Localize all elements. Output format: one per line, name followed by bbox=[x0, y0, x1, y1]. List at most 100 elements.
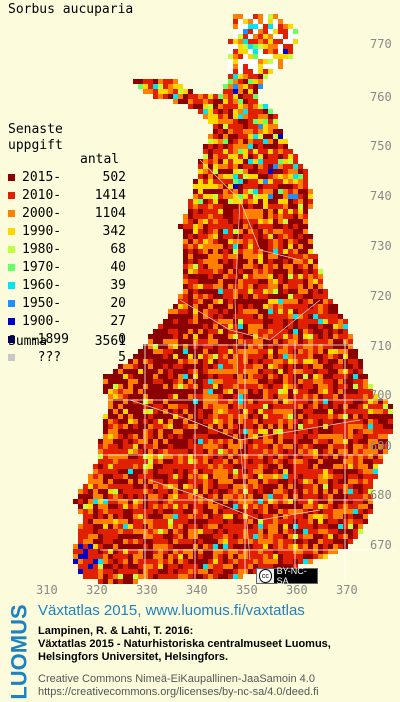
occurrence-cell bbox=[173, 529, 178, 534]
occurrence-cell bbox=[113, 529, 118, 534]
region-borders bbox=[129, 159, 361, 561]
occurrence-cell bbox=[333, 544, 338, 549]
occurrence-cell bbox=[83, 539, 88, 544]
occurrence-cell bbox=[243, 479, 248, 484]
occurrence-cell bbox=[198, 204, 203, 209]
occurrence-cell bbox=[178, 349, 183, 354]
occurrence-cell bbox=[163, 399, 168, 404]
occurrence-cell bbox=[208, 379, 213, 384]
occurrence-cell bbox=[188, 204, 193, 209]
occurrence-cell bbox=[323, 499, 328, 504]
occurrence-cell bbox=[253, 329, 258, 334]
occurrence-cell bbox=[233, 444, 238, 449]
occurrence-cell bbox=[168, 364, 173, 369]
occurrence-cell bbox=[323, 309, 328, 314]
atlas-heading-link[interactable]: Växtatlas 2015, www.luomus.fi/vaxtatlas bbox=[38, 602, 305, 619]
occurrence-cell bbox=[248, 549, 253, 554]
occurrence-cell bbox=[173, 504, 178, 509]
occurrence-cell bbox=[263, 309, 268, 314]
occurrence-cell bbox=[188, 514, 193, 519]
occurrence-cell bbox=[353, 434, 358, 439]
occurrence-cell bbox=[228, 524, 233, 529]
occurrence-cell bbox=[243, 399, 248, 404]
occurrence-cell bbox=[168, 314, 173, 319]
occurrence-cell bbox=[213, 554, 218, 559]
occurrence-cell bbox=[273, 44, 278, 49]
occurrence-cell bbox=[278, 144, 283, 149]
occurrence-cell bbox=[198, 239, 203, 244]
occurrence-cell bbox=[263, 189, 268, 194]
occurrence-cell bbox=[258, 284, 263, 289]
occurrence-cell bbox=[273, 494, 278, 499]
occurrence-cell bbox=[223, 559, 228, 564]
occurrence-cell bbox=[273, 234, 278, 239]
occurrence-cell bbox=[293, 224, 298, 229]
occurrence-cell bbox=[198, 209, 203, 214]
occurrence-cell bbox=[228, 104, 233, 109]
occurrence-cell bbox=[198, 429, 203, 434]
occurrence-cell bbox=[238, 379, 243, 384]
occurrence-cell bbox=[188, 489, 193, 494]
occurrence-cell bbox=[228, 479, 233, 484]
occurrence-cell bbox=[223, 244, 228, 249]
occurrence-cell bbox=[208, 414, 213, 419]
occurrence-cell bbox=[253, 99, 258, 104]
occurrence-cell bbox=[198, 414, 203, 419]
occurrence-cell bbox=[173, 509, 178, 514]
occurrence-cell bbox=[238, 469, 243, 474]
occurrence-cell bbox=[233, 134, 238, 139]
occurrence-cell bbox=[288, 324, 293, 329]
occurrence-cell bbox=[318, 514, 323, 519]
occurrence-cell bbox=[213, 549, 218, 554]
occurrence-cell bbox=[293, 484, 298, 489]
occurrence-cell bbox=[123, 559, 128, 564]
occurrence-cell bbox=[188, 529, 193, 534]
occurrence-cell bbox=[118, 574, 123, 579]
occurrence-cell bbox=[303, 199, 308, 204]
occurrence-cell bbox=[208, 204, 213, 209]
occurrence-cell bbox=[308, 384, 313, 389]
cc-license-badge[interactable]: cc BY-NC-SA bbox=[256, 566, 318, 586]
occurrence-cell bbox=[148, 459, 153, 464]
occurrence-cell bbox=[248, 284, 253, 289]
occurrence-cell bbox=[258, 234, 263, 239]
occurrence-cell bbox=[223, 519, 228, 524]
occurrence-cell bbox=[108, 479, 113, 484]
occurrence-cell bbox=[83, 564, 88, 569]
occurrence-cell bbox=[148, 344, 153, 349]
occurrence-cell bbox=[223, 514, 228, 519]
occurrence-cell bbox=[138, 434, 143, 439]
occurrence-cell bbox=[98, 464, 103, 469]
occurrence-cell bbox=[293, 299, 298, 304]
occurrence-cell bbox=[253, 144, 258, 149]
occurrence-cell bbox=[173, 429, 178, 434]
occurrence-cell bbox=[223, 349, 228, 354]
occurrence-cell bbox=[258, 229, 263, 234]
occurrence-cell bbox=[113, 424, 118, 429]
occurrence-cell bbox=[273, 344, 278, 349]
occurrence-cell bbox=[383, 434, 388, 439]
license-line-2[interactable]: https://creativecommons.org/licenses/by-… bbox=[38, 686, 319, 698]
occurrence-cell bbox=[93, 469, 98, 474]
occurrence-cell bbox=[298, 459, 303, 464]
occurrence-cell bbox=[298, 254, 303, 259]
occurrence-cell bbox=[128, 469, 133, 474]
occurrence-cell bbox=[253, 169, 258, 174]
occurrence-cell bbox=[253, 64, 258, 69]
occurrence-cell bbox=[258, 364, 263, 369]
occurrence-cell bbox=[338, 499, 343, 504]
occurrence-cell bbox=[188, 494, 193, 499]
occurrence-cell bbox=[268, 419, 273, 424]
occurrence-cell bbox=[253, 364, 258, 369]
occurrence-cell bbox=[243, 534, 248, 539]
occurrence-cell bbox=[358, 429, 363, 434]
occurrence-cell bbox=[143, 414, 148, 419]
occurrence-cell bbox=[183, 554, 188, 559]
occurrence-cell bbox=[338, 494, 343, 499]
occurrence-cell bbox=[208, 384, 213, 389]
occurrence-cell bbox=[133, 484, 138, 489]
occurrence-cell bbox=[253, 104, 258, 109]
occurrence-cell bbox=[183, 519, 188, 524]
occurrence-cell bbox=[193, 499, 198, 504]
occurrence-cell bbox=[233, 109, 238, 114]
